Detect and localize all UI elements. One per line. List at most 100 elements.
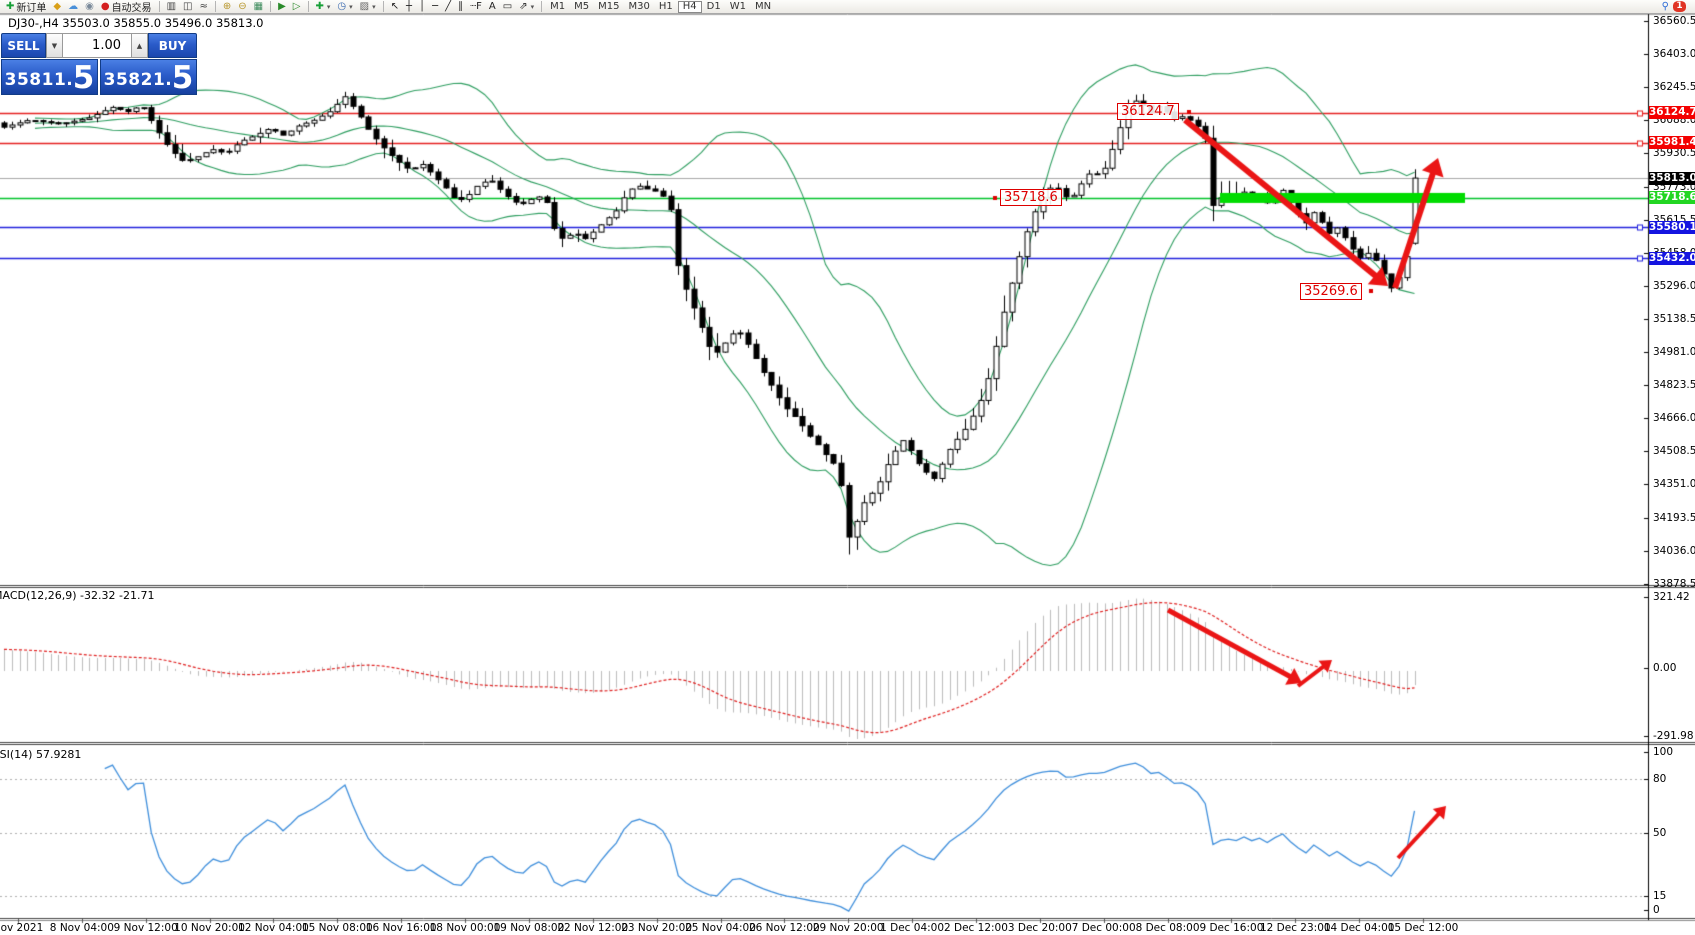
- search-icon[interactable]: ⚲: [1661, 1, 1669, 12]
- volume-increase-button[interactable]: ▲: [131, 33, 148, 58]
- time-tick-label: 7 Dec 00:00: [1071, 922, 1136, 934]
- chevron-down-icon: ▾: [372, 2, 376, 11]
- cursor-icon[interactable]: ↖: [388, 0, 402, 13]
- zoom-out-icon: ⊖: [238, 1, 247, 12]
- arrows-icon[interactable]: ⇗ ▾: [516, 0, 537, 13]
- toolbar-separator: [270, 1, 272, 12]
- notifications-badge[interactable]: 1: [1673, 1, 1686, 12]
- one-click-trading-widget: SELL ▼ 1.00 ▲ BUY 35811. 5 35821. 5: [1, 33, 197, 95]
- sell-button[interactable]: SELL: [1, 33, 46, 58]
- rsi-pane-label: RSI(14) 57.9281: [0, 748, 82, 761]
- candlestick-chart-icon[interactable]: ◫: [180, 0, 195, 13]
- time-tick-label: 15 Nov 08:00: [301, 922, 373, 934]
- time-tick-label: 15 Dec 12:00: [1387, 922, 1459, 934]
- bar-chart-icon: ▥: [166, 1, 177, 12]
- horizontal-line-icon[interactable]: ─: [429, 0, 441, 13]
- time-tick-label: 9 Dec 16:00: [1199, 922, 1264, 934]
- trendline-icon[interactable]: ╱: [442, 0, 454, 13]
- community-icon[interactable]: ☁: [65, 0, 81, 13]
- new-order-button[interactable]: ✚ 新订单: [3, 0, 49, 14]
- rsi-axis-label: 80: [1653, 773, 1667, 785]
- volume-input[interactable]: 1.00: [63, 33, 131, 58]
- time-tick-label: 2 Dec 12:00: [943, 922, 1008, 934]
- buy-button[interactable]: BUY: [148, 33, 197, 58]
- macd-pane-label: MACD(12,26,9) -32.32 -21.71: [0, 589, 155, 602]
- volume-decrease-button[interactable]: ▼: [46, 33, 63, 58]
- annotation-price-label: 35718.6: [1000, 189, 1062, 206]
- timeframe-button-m15[interactable]: M15: [598, 0, 620, 12]
- fibonacci-icon[interactable]: ┈F: [467, 0, 485, 13]
- toolbar-separator: [158, 1, 160, 12]
- text-label-icon[interactable]: ▭: [500, 0, 515, 13]
- toolbar-separator: [307, 1, 309, 12]
- time-tick-label: 14 Dec 04:00: [1323, 922, 1395, 934]
- templates-icon[interactable]: ▨ ▾: [357, 0, 379, 13]
- chevron-down-icon: ▾: [326, 2, 331, 11]
- tile-windows-icon: ▦: [253, 1, 264, 12]
- zoom-in-icon[interactable]: ⊕: [220, 0, 234, 13]
- time-tick-label: 23 Nov 20:00: [621, 922, 693, 934]
- autotrading-button: ●: [100, 1, 110, 12]
- add-indicator-icon[interactable]: ✚ ▾: [313, 0, 334, 13]
- crosshair-icon[interactable]: ┼: [403, 0, 415, 13]
- time-tick-label: 9 Nov 12:00: [113, 922, 178, 934]
- ask-price-main: 35821: [103, 70, 166, 90]
- timeframe-button-m1[interactable]: M1: [550, 0, 566, 12]
- add-indicator-icon: ✚: [315, 1, 324, 12]
- price-tick-label: 35296.0: [1653, 279, 1695, 292]
- timeframe-button-h4[interactable]: H4: [677, 0, 702, 13]
- time-tick-label: 12 Nov 04:00: [238, 922, 309, 934]
- time-tick-label: 18 Nov 00:00: [429, 922, 501, 934]
- bid-price-panel[interactable]: 35811. 5: [1, 59, 98, 95]
- rsi-axis-label: 100: [1653, 746, 1674, 758]
- price-tick-label: 34666.0: [1653, 412, 1695, 425]
- signal-icon[interactable]: ◉: [82, 0, 97, 13]
- timeframe-button-m30[interactable]: M30: [628, 0, 650, 12]
- timeframe-button-w1[interactable]: W1: [729, 0, 746, 12]
- time-tick-label: 1 Dec 04:00: [880, 922, 945, 934]
- timeframe-button-mn[interactable]: MN: [754, 0, 772, 12]
- tile-windows-icon[interactable]: ▦: [251, 0, 266, 13]
- bar-chart-icon[interactable]: ▥: [164, 0, 179, 13]
- chevron-down-icon: ▾: [530, 2, 535, 11]
- trendline-icon: ╱: [445, 1, 452, 12]
- ask-price-panel[interactable]: 35821. 5: [100, 59, 197, 95]
- auto-scroll-icon[interactable]: ▶: [275, 0, 289, 13]
- periods-icon: ◷: [337, 1, 347, 12]
- timeframe-button-h1[interactable]: H1: [658, 0, 673, 12]
- candlestick-chart-icon: ◫: [183, 1, 193, 12]
- time-tick-label: Nov 2021: [0, 922, 44, 934]
- vertical-line-icon[interactable]: │: [416, 0, 428, 13]
- equidistant-channel-icon[interactable]: ∥: [455, 0, 466, 13]
- price-tick-label: 36403.0: [1653, 48, 1695, 61]
- bullion-icon: ◆: [53, 1, 62, 12]
- time-tick-label: 3 Dec 20:00: [1007, 922, 1072, 934]
- equidistant-channel-icon: ∥: [458, 1, 464, 12]
- timeframe-button-d1[interactable]: D1: [706, 0, 721, 12]
- line-chart-icon[interactable]: ≈: [196, 0, 210, 13]
- price-tag-35981-4: 35981.4: [1649, 136, 1695, 150]
- autotrading-button[interactable]: ● 自动交易: [98, 0, 155, 14]
- price-tick-label: 36560.5: [1653, 15, 1695, 27]
- cursor-icon: ↖: [390, 1, 400, 12]
- periods-icon[interactable]: ◷ ▾: [334, 0, 355, 13]
- auto-scroll-icon: ▶: [278, 1, 286, 12]
- price-tick-label: 35138.5: [1653, 312, 1695, 325]
- price-tick-label: 34351.0: [1653, 478, 1695, 491]
- price-tick-label: 33878.5: [1653, 577, 1695, 590]
- rsi-axis-label: 50: [1653, 827, 1667, 839]
- timeframe-button-m5[interactable]: M5: [574, 0, 590, 12]
- bullion-icon[interactable]: ◆: [50, 0, 64, 13]
- price-tick-label: 34036.0: [1653, 544, 1695, 557]
- bid-price-pip: 5: [72, 60, 95, 96]
- chart-shift-icon[interactable]: ▷: [290, 0, 304, 13]
- crosshair-icon: ┼: [406, 1, 413, 12]
- text-icon: A: [488, 1, 496, 12]
- zoom-out-icon[interactable]: ⊖: [235, 0, 249, 13]
- text-icon[interactable]: A: [486, 0, 499, 13]
- price-tick-label: 35930.5: [1653, 147, 1695, 160]
- price-tag-35580-1: 35580.1: [1649, 220, 1695, 234]
- ask-price-dot: .: [165, 70, 172, 90]
